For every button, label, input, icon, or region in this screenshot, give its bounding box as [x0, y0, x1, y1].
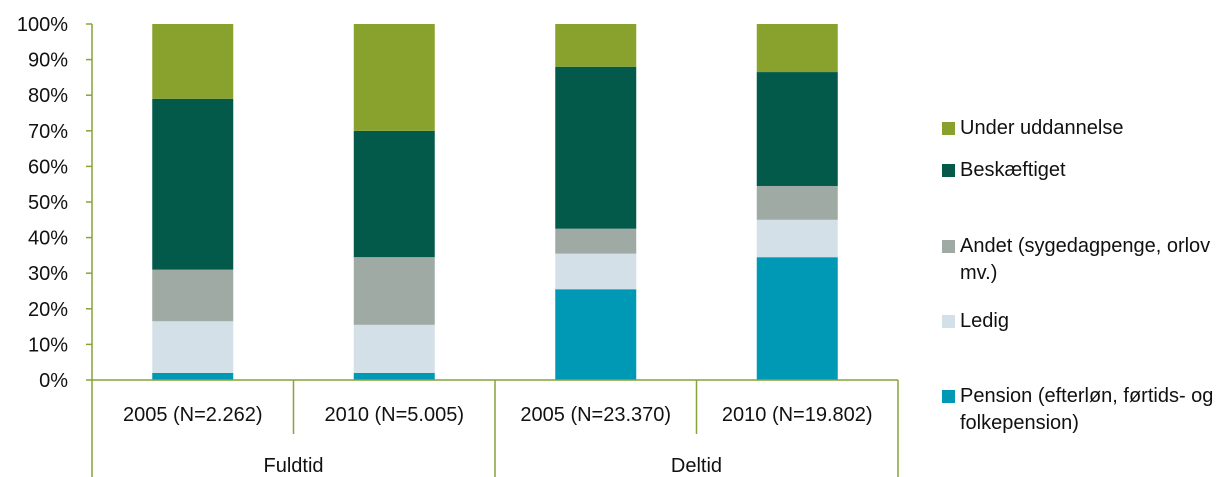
bar-segment	[756, 257, 838, 380]
legend-item-beskaeftiget: Beskæftiget	[942, 157, 1224, 184]
legend-label: Under uddannelse	[960, 117, 1124, 139]
y-tick-label: 20%	[28, 299, 68, 321]
legend-label: Pension (efterløn, førtids- og folkepens…	[960, 385, 1214, 434]
legend-label: Ledig	[960, 310, 1009, 332]
legend-item-ledig: Ledig	[942, 308, 1224, 335]
legend-item-andet: Andet (sygedagpenge, orlov mv.)	[942, 233, 1224, 287]
legend-label: Beskæftiget	[960, 159, 1066, 181]
y-tick-label: 30%	[28, 263, 68, 285]
bar-segment	[353, 257, 435, 325]
bar-stacks	[152, 24, 838, 380]
legend-item-under-uddannelse: Under uddannelse	[942, 115, 1224, 142]
legend: Under uddannelse Beskæftiget Andet (syge…	[942, 0, 1224, 477]
bar-segment	[353, 324, 435, 373]
x-category-label: 2010 (N=19.802)	[722, 404, 873, 426]
bar-segment	[152, 98, 234, 270]
bar-segment	[152, 372, 234, 380]
x-group-label: Deltid	[671, 455, 722, 477]
y-tick-label: 100%	[17, 14, 68, 36]
bar-segment	[555, 289, 637, 380]
bar-segment	[353, 372, 435, 380]
bar-segment	[555, 253, 637, 290]
bar-segment	[555, 66, 637, 229]
y-tick-label: 40%	[28, 228, 68, 250]
legend-swatch	[942, 315, 955, 328]
legend-swatch	[942, 240, 955, 253]
x-category-label: 2010 (N=5.005)	[324, 404, 464, 426]
legend-swatch	[942, 164, 955, 177]
y-tick-label: 60%	[28, 156, 68, 178]
y-tick-label: 80%	[28, 85, 68, 107]
x-group-label: Fuldtid	[263, 455, 323, 477]
y-tick-label: 70%	[28, 121, 68, 143]
x-axis: 2005 (N=2.262) 2010 (N=5.005) 2005 (N=23.3…	[91, 379, 899, 477]
y-tick-label: 50%	[28, 192, 68, 214]
bar-segment	[756, 219, 838, 258]
bar-segment	[756, 72, 838, 186]
x-category-label: 2005 (N=23.370)	[520, 404, 671, 426]
legend-item-pension: Pension (efterløn, førtids- og folkepens…	[942, 383, 1224, 437]
y-tick-label: 10%	[28, 334, 68, 356]
legend-swatch	[942, 390, 955, 403]
bar-segment	[353, 130, 435, 258]
y-tick-label: 0%	[39, 370, 68, 392]
bar-segment	[353, 24, 435, 131]
bar-segment	[756, 185, 838, 220]
y-axis: 0% 10% 20% 30% 40% 50% 60% 70% 80% 90% 100%	[17, 14, 93, 392]
bar-segment	[555, 24, 637, 67]
y-tick-label: 90%	[28, 50, 68, 72]
legend-swatch	[942, 122, 955, 135]
bar-segment	[152, 321, 234, 373]
x-category-label: 2005 (N=2.262)	[123, 404, 263, 426]
bar-segment	[152, 269, 234, 322]
bar-segment	[756, 24, 838, 73]
legend-label: Andet (sygedagpenge, orlov mv.)	[960, 235, 1211, 284]
bar-segment	[555, 228, 637, 254]
bar-segment	[152, 24, 234, 99]
